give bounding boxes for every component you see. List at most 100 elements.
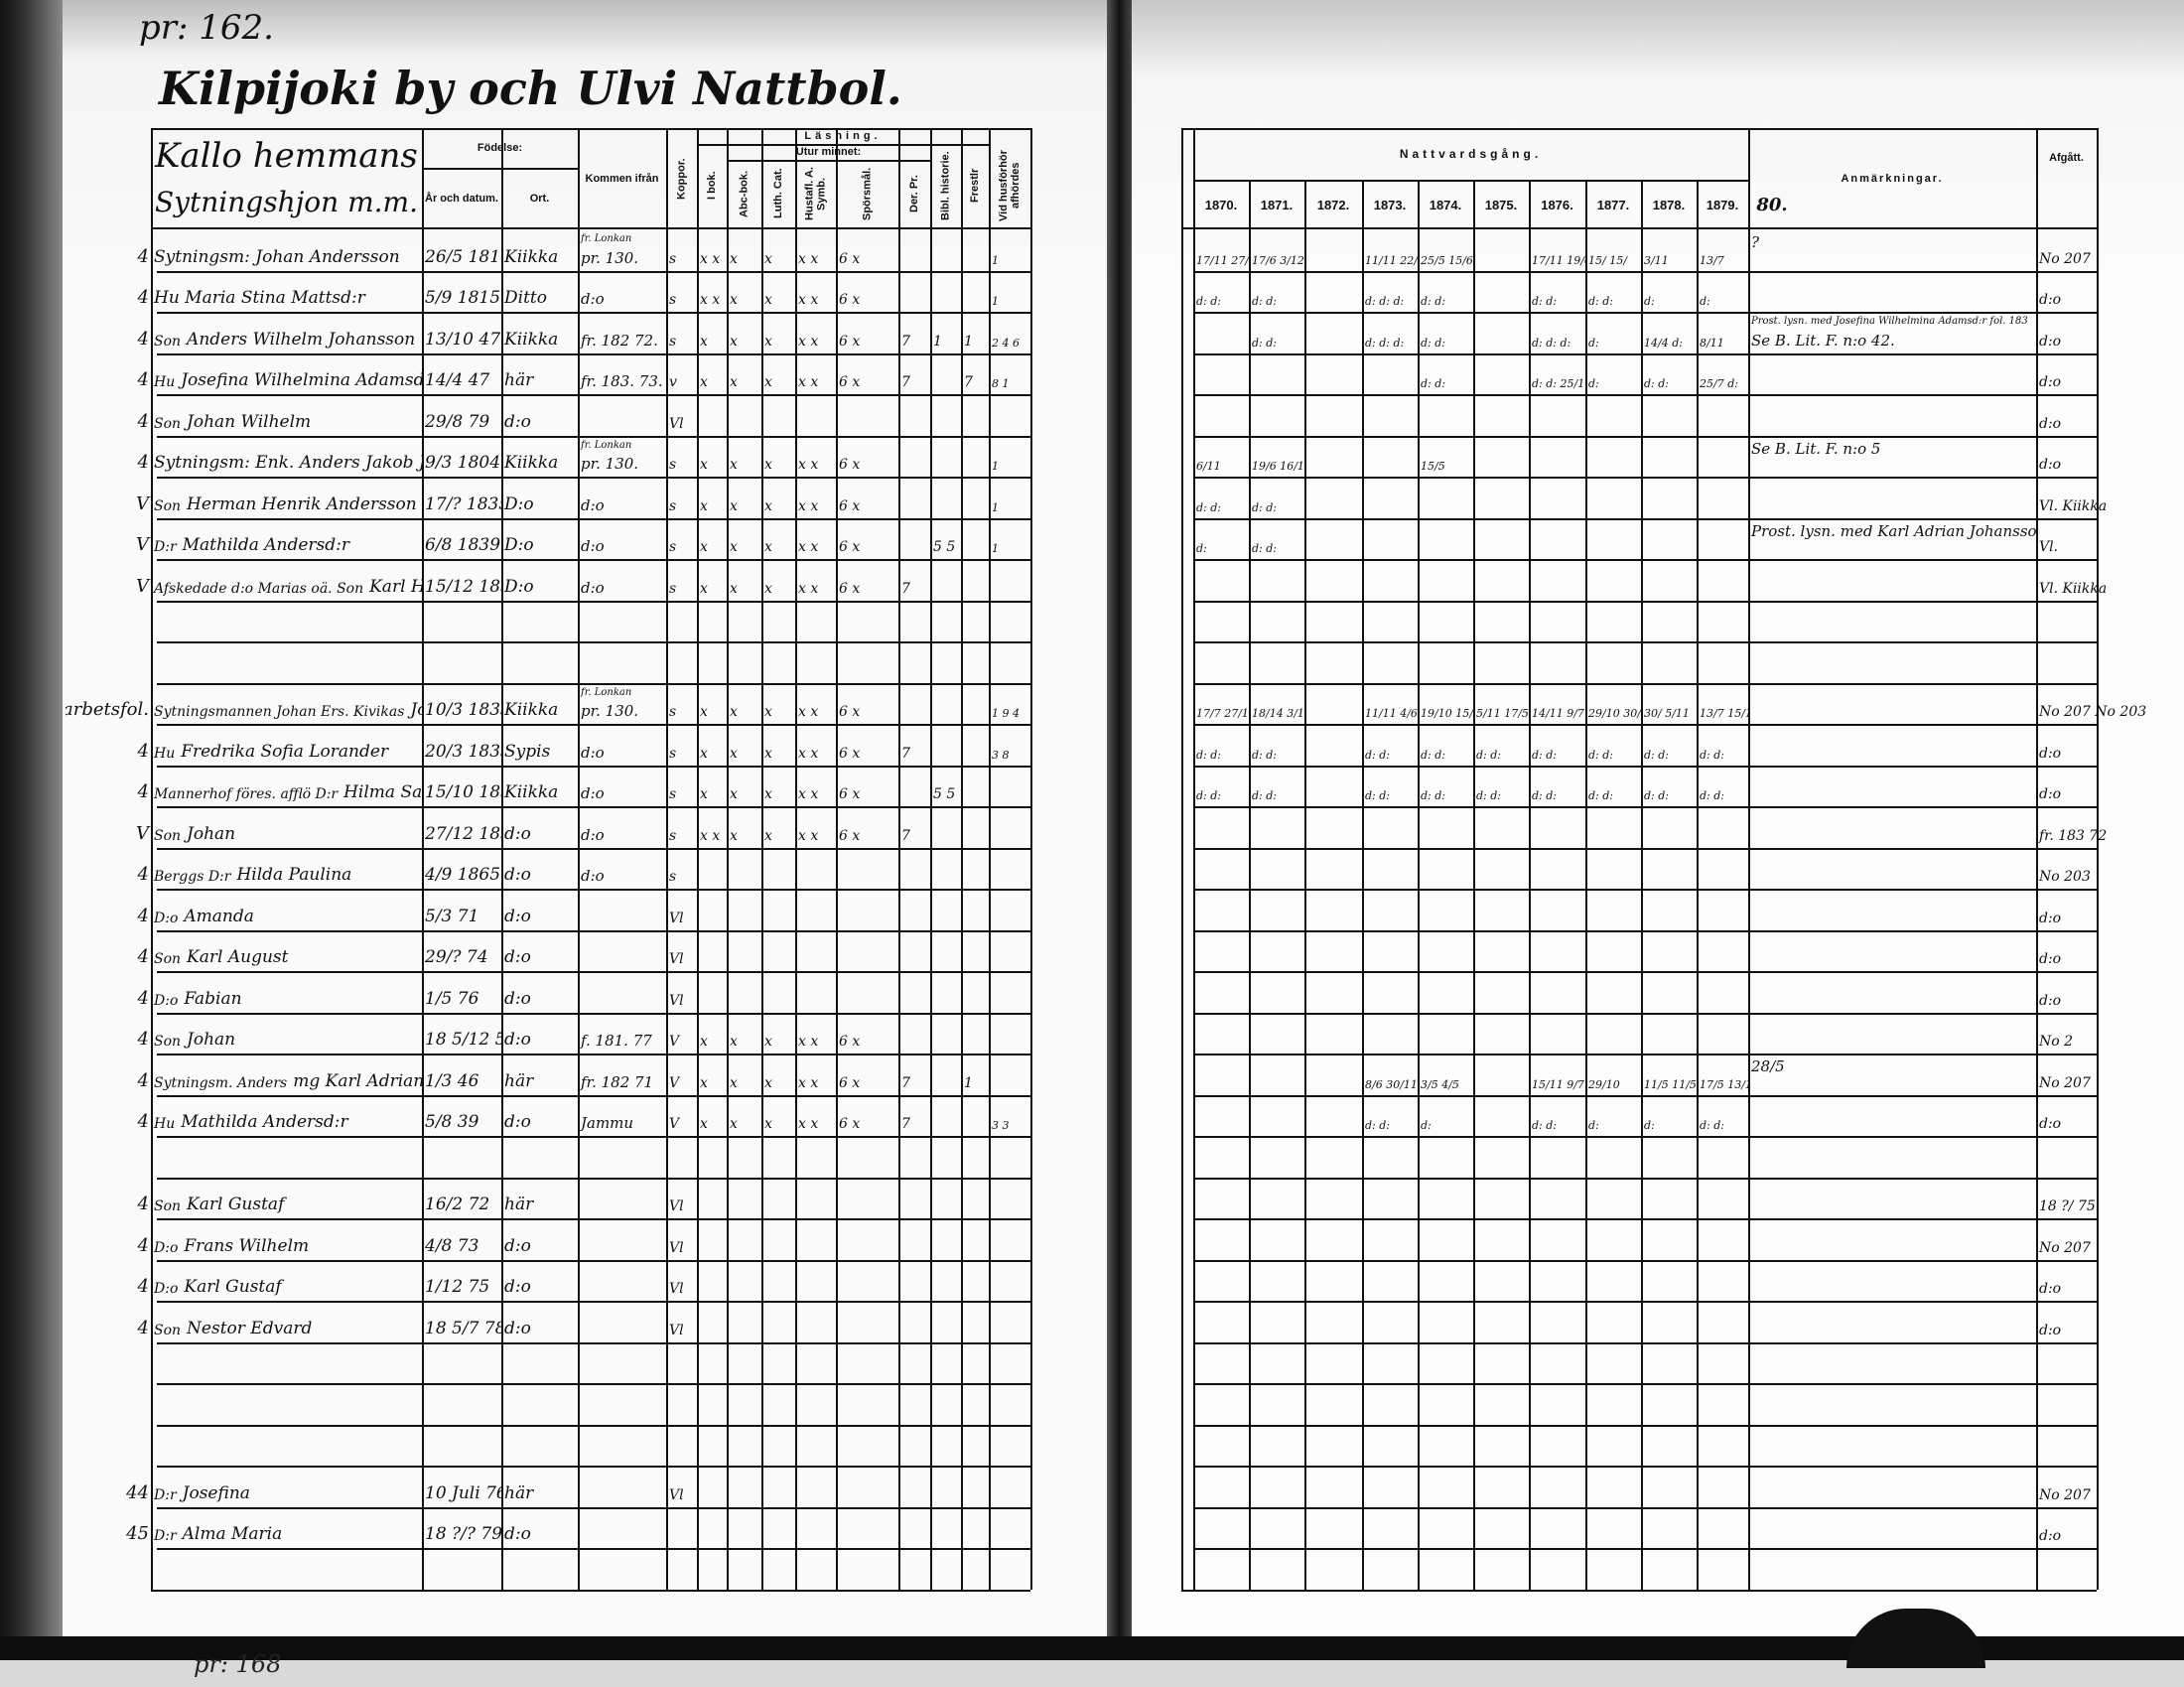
reading-mark: [727, 601, 761, 642]
row-line: [157, 559, 1030, 561]
reading-mark: 7: [901, 580, 910, 597]
reading-mark: [761, 1301, 795, 1342]
relation-prefix: Son: [154, 333, 182, 350]
reading-mark: 6 x: [839, 333, 861, 350]
communion-date: [1418, 1260, 1473, 1302]
relation-prefix: Sytningsmannen Johan Ers. Kivikas: [154, 704, 405, 720]
departed-entry: [2036, 1425, 2156, 1467]
communion-date: [1529, 601, 1585, 642]
communion-date: [1362, 1507, 1418, 1549]
row-line: [157, 312, 1030, 314]
reading-mark: [898, 1342, 930, 1384]
communion-date: [1641, 1178, 1697, 1219]
reading-mark: x x: [798, 250, 819, 267]
communion-date: d: d:: [1252, 295, 1277, 308]
departed-entry: d:o: [2039, 1528, 2062, 1544]
next-page-strip: [0, 1660, 2184, 1687]
birth-place: D:o: [504, 535, 534, 555]
communion-date: [1529, 1383, 1585, 1425]
reading-mark: x: [730, 333, 738, 350]
reading-col-header: Luth. Cat.: [772, 168, 784, 219]
relation-prefix: D:o: [154, 1239, 179, 1256]
reading-mark: [898, 1218, 930, 1260]
birth-place: här: [504, 370, 534, 390]
communion-date: [1362, 1178, 1418, 1219]
reading-mark: [761, 601, 795, 642]
register-title: Kilpijoki by och Ulvi Nattbol.: [159, 62, 902, 115]
reading-mark: x: [700, 539, 708, 555]
reading-mark: [930, 889, 961, 930]
year-header: 1877.: [1596, 197, 1630, 212]
row-line: [1193, 312, 2097, 314]
reading-mark: 6 x: [839, 1116, 861, 1132]
birth-place: Kiikka: [504, 246, 559, 267]
name-text: Karl Gustaf: [187, 1195, 285, 1214]
reading-mark: x x: [700, 827, 721, 844]
reading-mark: [898, 1383, 930, 1425]
departed-entry: d:o: [2039, 951, 2062, 967]
person-name: D:r Mathilda Andersd:r: [151, 518, 422, 560]
reading-mark: [727, 971, 761, 1013]
exam-mark: [989, 1218, 1030, 1260]
came-from: [578, 1178, 666, 1219]
table-top-border: [1181, 128, 2097, 130]
smallpox-mark: Vl: [669, 1239, 684, 1256]
communion-date: [1362, 1260, 1418, 1302]
remark: [1748, 353, 2036, 395]
reading-mark: [727, 641, 761, 683]
smallpox-mark: s: [669, 786, 677, 802]
departed-entry: [2036, 601, 2156, 642]
communion-date: d:: [1588, 336, 1599, 350]
reading-mark: [761, 1260, 795, 1302]
communion-date: [1304, 889, 1362, 930]
birth-place: [501, 641, 578, 683]
communion-date: [1362, 889, 1418, 930]
reading-mark: [898, 1260, 930, 1302]
column-line: [666, 128, 668, 1590]
came-from: [578, 971, 666, 1013]
row-margin-mark: V: [136, 575, 149, 597]
relation-prefix: Son: [154, 951, 182, 967]
communion-date: [1304, 683, 1362, 725]
row-line: [157, 806, 1030, 808]
exam-mark: [989, 766, 1030, 807]
communion-date: [1193, 559, 1249, 601]
reading-mark: [961, 971, 989, 1013]
reading-mark: x: [700, 333, 708, 350]
name-text: Hu Maria Stina Mattsd:r: [154, 288, 365, 308]
person-name: Sytningsm. Anders mg Karl Adrian Johansso…: [151, 1054, 422, 1095]
communion-date: [1697, 1466, 1748, 1507]
communion-date: [1641, 971, 1697, 1013]
remark: [1748, 601, 2036, 642]
reading-mark: [761, 1383, 795, 1425]
left-page: [63, 0, 1107, 1636]
rule-line: [422, 168, 578, 170]
reading-mark: [898, 766, 930, 807]
person-name: D:o Amanda: [151, 889, 422, 930]
communion-date: [1473, 1301, 1529, 1342]
communion-date: [1193, 1136, 1249, 1178]
book-binding: [0, 0, 63, 1636]
reading-mark: 7: [901, 827, 910, 844]
reading-mark: [930, 559, 961, 601]
remark: [1748, 1178, 2036, 1219]
exam-mark: [989, 806, 1030, 848]
reading-mark: 1: [964, 333, 973, 350]
departed-entry: Vl. Kiikka: [2039, 580, 2108, 597]
reading-mark: [761, 971, 795, 1013]
communion-date: [1304, 1301, 1362, 1342]
smallpox-mark: Vl: [669, 415, 684, 432]
reading-mark: [930, 848, 961, 890]
reading-mark: [898, 848, 930, 890]
communion-date: [1362, 1301, 1418, 1342]
communion-date: [1697, 1178, 1748, 1219]
reading-mark: [930, 229, 961, 271]
relation-prefix: Mannerhof föres. afflö D:r: [154, 786, 339, 802]
came-from: d:o: [581, 784, 605, 802]
communion-date: [1585, 1507, 1641, 1549]
year-header: 1873.: [1373, 197, 1407, 212]
reading-mark: [961, 1425, 989, 1467]
reading-mark: x: [730, 374, 738, 390]
birth-date: 13/10 47: [425, 329, 501, 350]
reading-mark: 1: [933, 333, 942, 350]
